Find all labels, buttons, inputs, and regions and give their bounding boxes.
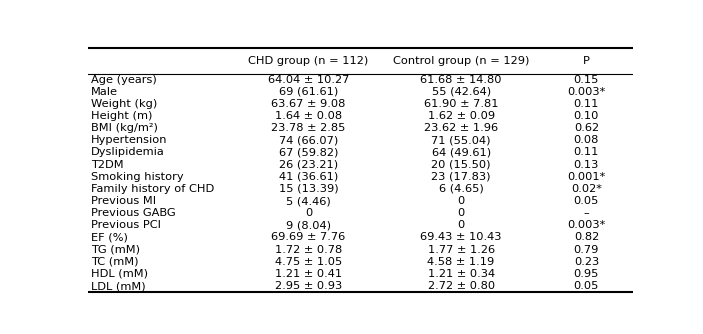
Text: Weight (kg): Weight (kg) (91, 99, 157, 109)
Text: 63.67 ± 9.08: 63.67 ± 9.08 (271, 99, 346, 109)
Text: 4.75 ± 1.05: 4.75 ± 1.05 (275, 257, 342, 267)
Text: 23.78 ± 2.85: 23.78 ± 2.85 (271, 123, 346, 133)
Text: Age (years): Age (years) (91, 74, 156, 85)
Text: 0.05: 0.05 (574, 281, 599, 291)
Text: 69 (61.61): 69 (61.61) (279, 87, 338, 97)
Text: 69.43 ± 10.43: 69.43 ± 10.43 (420, 232, 502, 242)
Text: 67 (59.82): 67 (59.82) (279, 147, 338, 157)
Text: 0.02*: 0.02* (571, 184, 602, 194)
Text: 23.62 ± 1.96: 23.62 ± 1.96 (424, 123, 498, 133)
Text: Previous MI: Previous MI (91, 196, 156, 206)
Text: 0.05: 0.05 (574, 196, 599, 206)
Text: 61.90 ± 7.81: 61.90 ± 7.81 (424, 99, 498, 109)
Text: 0.11: 0.11 (574, 147, 599, 157)
Text: 1.21 ± 0.34: 1.21 ± 0.34 (427, 269, 495, 279)
Text: 0.001*: 0.001* (567, 172, 605, 182)
Text: 0.003*: 0.003* (567, 220, 605, 230)
Text: 0: 0 (305, 208, 312, 218)
Text: –: – (583, 208, 589, 218)
Text: 69.69 ± 7.76: 69.69 ± 7.76 (271, 232, 346, 242)
Text: 9 (8.04): 9 (8.04) (286, 220, 331, 230)
Text: 4.58 ± 1.19: 4.58 ± 1.19 (427, 257, 495, 267)
Text: 0.23: 0.23 (574, 257, 599, 267)
Text: Control group (n = 129): Control group (n = 129) (393, 56, 529, 66)
Text: T2DM: T2DM (91, 160, 123, 170)
Text: 0: 0 (458, 196, 465, 206)
Text: 5 (4.46): 5 (4.46) (286, 196, 331, 206)
Text: 64.04 ± 10.27: 64.04 ± 10.27 (268, 74, 349, 85)
Text: Previous PCI: Previous PCI (91, 220, 160, 230)
Text: 0.62: 0.62 (574, 123, 599, 133)
Text: Previous GABG: Previous GABG (91, 208, 175, 218)
Text: 2.95 ± 0.93: 2.95 ± 0.93 (275, 281, 342, 291)
Text: 0.95: 0.95 (574, 269, 599, 279)
Text: 1.72 ± 0.78: 1.72 ± 0.78 (275, 244, 342, 255)
Text: 23 (17.83): 23 (17.83) (432, 172, 491, 182)
Text: BMI (kg/m²): BMI (kg/m²) (91, 123, 157, 133)
Text: Dyslipidemia: Dyslipidemia (91, 147, 165, 157)
Text: 71 (55.04): 71 (55.04) (432, 135, 491, 145)
Text: TC (mM): TC (mM) (91, 257, 138, 267)
Text: EF (%): EF (%) (91, 232, 127, 242)
Text: 0.13: 0.13 (574, 160, 599, 170)
Text: 0.10: 0.10 (574, 111, 599, 121)
Text: 20 (15.50): 20 (15.50) (432, 160, 491, 170)
Text: 26 (23.21): 26 (23.21) (279, 160, 338, 170)
Text: 0: 0 (458, 208, 465, 218)
Text: LDL (mM): LDL (mM) (91, 281, 146, 291)
Text: 0.15: 0.15 (574, 74, 599, 85)
Text: 0: 0 (458, 220, 465, 230)
Text: 74 (66.07): 74 (66.07) (279, 135, 338, 145)
Text: P: P (583, 56, 590, 66)
Text: 41 (36.61): 41 (36.61) (279, 172, 338, 182)
Text: 0.79: 0.79 (574, 244, 599, 255)
Text: Family history of CHD: Family history of CHD (91, 184, 214, 194)
Text: Male: Male (91, 87, 117, 97)
Text: 64 (49.61): 64 (49.61) (432, 147, 491, 157)
Text: CHD group (n = 112): CHD group (n = 112) (248, 56, 368, 66)
Text: 2.72 ± 0.80: 2.72 ± 0.80 (427, 281, 495, 291)
Text: 0.82: 0.82 (574, 232, 599, 242)
Text: 0.003*: 0.003* (567, 87, 605, 97)
Text: 61.68 ± 14.80: 61.68 ± 14.80 (420, 74, 502, 85)
Text: 1.77 ± 1.26: 1.77 ± 1.26 (427, 244, 495, 255)
Text: HDL (mM): HDL (mM) (91, 269, 148, 279)
Text: 1.62 ± 0.09: 1.62 ± 0.09 (427, 111, 495, 121)
Text: 1.21 ± 0.41: 1.21 ± 0.41 (275, 269, 342, 279)
Text: 1.64 ± 0.08: 1.64 ± 0.08 (275, 111, 342, 121)
Text: 15 (13.39): 15 (13.39) (278, 184, 338, 194)
Text: 6 (4.65): 6 (4.65) (439, 184, 484, 194)
Text: Height (m): Height (m) (91, 111, 152, 121)
Text: Smoking history: Smoking history (91, 172, 183, 182)
Text: 0.08: 0.08 (574, 135, 599, 145)
Text: TG (mM): TG (mM) (91, 244, 140, 255)
Text: 55 (42.64): 55 (42.64) (432, 87, 491, 97)
Text: Hypertension: Hypertension (91, 135, 167, 145)
Text: 0.11: 0.11 (574, 99, 599, 109)
